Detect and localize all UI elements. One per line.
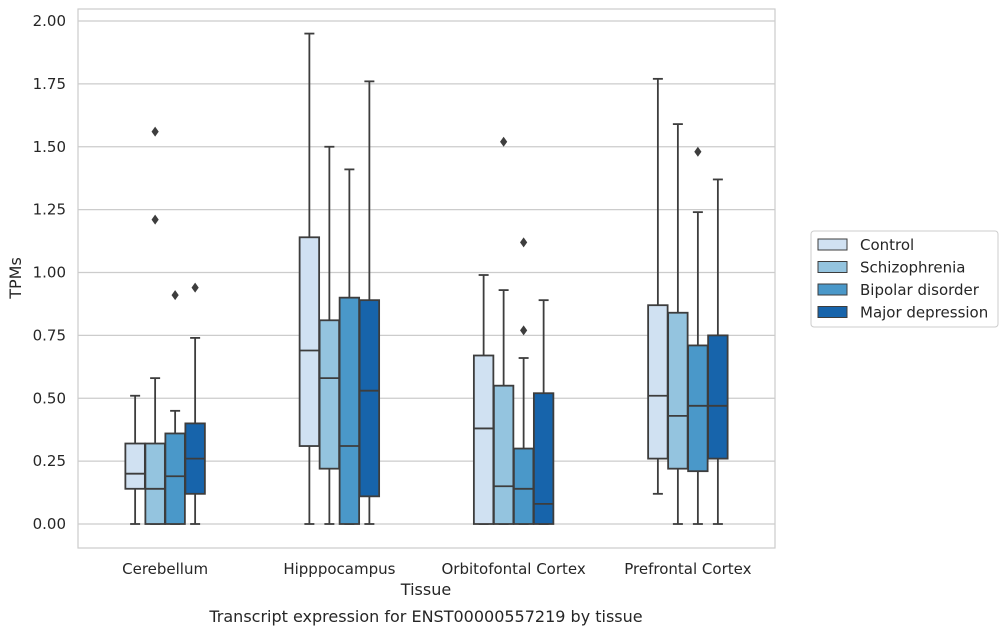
box-groups (124, 32, 729, 525)
y-tick-label: 0.75 (33, 326, 66, 344)
y-axis-label: TPMs (6, 257, 25, 300)
x-tick-label: Prefrontal Cortex (624, 560, 751, 578)
iqr-box (687, 344, 709, 473)
box-control (124, 394, 146, 525)
outlier-point (500, 136, 508, 147)
iqr-box (532, 392, 555, 525)
legend-swatch (817, 283, 848, 296)
box-schizophrenia (667, 123, 689, 525)
outlier-point (520, 325, 528, 336)
y-tick-label: 1.00 (33, 264, 66, 282)
iqr-box (338, 296, 361, 525)
box-schizophrenia (492, 136, 515, 525)
x-axis-label: Tissue (400, 580, 451, 599)
legend-label: Major depression (860, 304, 988, 322)
x-tick-label: Cerebellum (122, 560, 208, 578)
chart-title: Transcript expression for ENST0000055721… (208, 607, 642, 626)
box-major-depression (358, 80, 381, 525)
y-tick-label: 1.25 (33, 201, 66, 219)
x-tick-label: Hipppocampus (283, 560, 395, 578)
y-tick-label: 0.00 (33, 515, 66, 533)
y-tick-label: 2.00 (33, 12, 66, 30)
legend-frame (810, 230, 999, 328)
legend-swatch (817, 261, 848, 273)
box-bipolar-disorder (512, 237, 535, 525)
y-tick-label: 1.75 (33, 75, 66, 93)
y-tick-labels: 0.00 0.25 0.50 0.75 1.00 1.25 1.50 1.75 2.00 (33, 12, 66, 533)
y-tick-label: 1.50 (33, 138, 66, 156)
iqr-box (512, 447, 535, 525)
legend-swatch (817, 306, 848, 318)
outlier-point (171, 290, 179, 301)
iqr-box (707, 334, 729, 460)
legend-label: Bipolar disorder (860, 281, 980, 299)
legend-swatch (817, 238, 848, 251)
legend-label: Schizophrenia (860, 259, 965, 277)
iqr-box (124, 442, 146, 490)
box-major-depression (532, 299, 555, 525)
iqr-box (318, 319, 341, 470)
outlier-point (151, 126, 159, 137)
x-tick-label: Orbitofontal Cortex (442, 560, 586, 578)
legend: Control Schizophrenia Bipolar disorder Majo… (810, 230, 999, 328)
iqr-box (647, 304, 669, 460)
iqr-box (164, 432, 186, 525)
iqr-box (472, 354, 495, 525)
y-tick-label: 0.25 (33, 452, 66, 470)
outlier-point (191, 282, 199, 293)
iqr-box (667, 311, 689, 470)
outlier-point (694, 146, 702, 157)
plot-area-frame (77, 8, 776, 549)
box-bipolar-disorder (164, 290, 186, 525)
legend-label: Control (860, 236, 914, 254)
iqr-box (358, 299, 381, 498)
iqr-box (492, 384, 515, 525)
y-tick-label: 0.50 (33, 389, 66, 407)
iqr-box (144, 442, 166, 525)
box-bipolar-disorder (687, 146, 709, 525)
iqr-box (298, 236, 321, 447)
box-major-depression (184, 282, 206, 525)
outlier-point (520, 237, 528, 248)
box-schizophrenia (144, 126, 166, 525)
box-control (472, 274, 495, 525)
x-tick-labels: Cerebellum Hipppocampus Orbitofontal Corte… (122, 560, 751, 578)
outlier-point (151, 214, 159, 225)
box-major-depression (707, 178, 729, 525)
